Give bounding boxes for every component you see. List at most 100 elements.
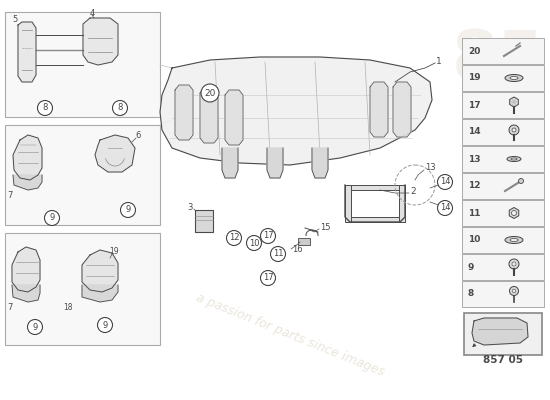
Polygon shape bbox=[370, 82, 388, 137]
Circle shape bbox=[509, 259, 519, 269]
Text: 9: 9 bbox=[102, 320, 108, 330]
Bar bbox=[5, 125, 160, 225]
Text: 20: 20 bbox=[468, 46, 480, 56]
Circle shape bbox=[201, 84, 219, 102]
Ellipse shape bbox=[510, 76, 518, 80]
Circle shape bbox=[519, 178, 524, 184]
Bar bbox=[464, 313, 542, 355]
Text: 11: 11 bbox=[273, 250, 283, 258]
Polygon shape bbox=[13, 135, 42, 180]
Text: 10: 10 bbox=[468, 236, 480, 244]
Text: 9: 9 bbox=[468, 262, 474, 272]
Text: 14: 14 bbox=[468, 128, 481, 136]
Circle shape bbox=[509, 125, 519, 135]
Polygon shape bbox=[222, 148, 238, 178]
Text: 85: 85 bbox=[452, 27, 544, 93]
Polygon shape bbox=[83, 18, 118, 65]
Ellipse shape bbox=[507, 156, 521, 162]
Circle shape bbox=[261, 228, 276, 244]
Polygon shape bbox=[82, 285, 118, 302]
Circle shape bbox=[261, 270, 276, 286]
Bar bbox=[5, 12, 160, 117]
Circle shape bbox=[512, 289, 516, 293]
Text: 3: 3 bbox=[188, 204, 193, 212]
Bar bbox=[345, 185, 351, 222]
Text: 4: 4 bbox=[89, 8, 95, 18]
Text: 9: 9 bbox=[32, 322, 37, 332]
Circle shape bbox=[227, 230, 241, 246]
Text: 11: 11 bbox=[468, 208, 481, 218]
Text: 17: 17 bbox=[263, 232, 273, 240]
Circle shape bbox=[120, 202, 135, 218]
Polygon shape bbox=[13, 175, 42, 190]
Polygon shape bbox=[160, 57, 432, 165]
Text: 17: 17 bbox=[468, 100, 481, 110]
Text: 15: 15 bbox=[320, 224, 331, 232]
Bar bbox=[298, 238, 310, 245]
Text: 12: 12 bbox=[229, 234, 239, 242]
Text: 16: 16 bbox=[292, 246, 302, 254]
Bar bbox=[462, 173, 544, 199]
Bar bbox=[462, 281, 544, 307]
Text: a passion for parts since images: a passion for parts since images bbox=[194, 291, 386, 379]
Ellipse shape bbox=[505, 236, 523, 244]
Text: 13: 13 bbox=[468, 154, 481, 164]
Circle shape bbox=[509, 286, 519, 296]
Text: 6: 6 bbox=[135, 132, 141, 140]
Text: 1: 1 bbox=[436, 58, 442, 66]
Circle shape bbox=[512, 262, 516, 266]
Text: 10: 10 bbox=[249, 238, 259, 248]
Polygon shape bbox=[12, 285, 40, 302]
Polygon shape bbox=[472, 318, 528, 345]
Circle shape bbox=[97, 318, 113, 332]
Ellipse shape bbox=[511, 158, 517, 160]
Bar bbox=[195, 210, 213, 232]
Bar bbox=[462, 200, 544, 226]
Circle shape bbox=[113, 100, 128, 116]
Polygon shape bbox=[95, 135, 135, 172]
Polygon shape bbox=[312, 148, 328, 178]
Circle shape bbox=[437, 174, 453, 190]
Text: 17: 17 bbox=[263, 274, 273, 282]
Text: 19: 19 bbox=[109, 248, 119, 256]
Bar bbox=[462, 254, 544, 280]
Text: 14: 14 bbox=[440, 204, 450, 212]
Ellipse shape bbox=[505, 74, 523, 82]
Circle shape bbox=[28, 320, 42, 334]
Bar bbox=[345, 185, 405, 190]
Bar bbox=[399, 185, 405, 222]
Circle shape bbox=[512, 210, 516, 216]
Ellipse shape bbox=[510, 238, 518, 242]
Text: 20: 20 bbox=[204, 88, 216, 98]
Polygon shape bbox=[393, 82, 411, 137]
Circle shape bbox=[45, 210, 59, 226]
Text: 7: 7 bbox=[7, 190, 13, 200]
Circle shape bbox=[271, 246, 285, 262]
Text: 12: 12 bbox=[468, 182, 481, 190]
Polygon shape bbox=[12, 247, 40, 292]
Text: 13: 13 bbox=[425, 164, 436, 172]
Bar bbox=[462, 92, 544, 118]
Text: 7: 7 bbox=[7, 302, 13, 312]
Text: 18: 18 bbox=[63, 302, 73, 312]
Text: 857 05: 857 05 bbox=[483, 355, 523, 365]
Bar bbox=[462, 146, 544, 172]
Text: 19: 19 bbox=[468, 74, 481, 82]
Circle shape bbox=[37, 100, 52, 116]
Text: 8: 8 bbox=[117, 104, 123, 112]
Bar bbox=[462, 38, 544, 64]
Polygon shape bbox=[82, 250, 118, 292]
Bar bbox=[5, 233, 160, 345]
Polygon shape bbox=[200, 88, 218, 143]
Circle shape bbox=[246, 236, 261, 250]
Bar bbox=[351, 217, 399, 222]
Polygon shape bbox=[175, 85, 193, 140]
Text: 14: 14 bbox=[440, 178, 450, 186]
Bar bbox=[462, 119, 544, 145]
Circle shape bbox=[512, 128, 516, 132]
Text: 9: 9 bbox=[125, 206, 131, 214]
Bar bbox=[462, 227, 544, 253]
Polygon shape bbox=[225, 90, 243, 145]
Text: 9: 9 bbox=[50, 214, 54, 222]
Polygon shape bbox=[267, 148, 283, 178]
